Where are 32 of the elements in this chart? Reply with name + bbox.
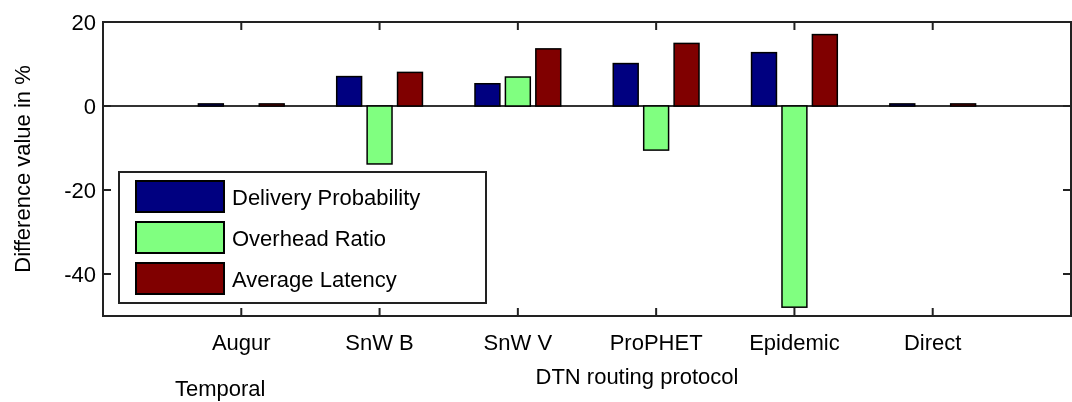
y-axis-title: Difference value in % [10, 65, 35, 273]
bar [673, 42, 700, 107]
bar [197, 103, 225, 107]
x-tick-label: Augur [211, 330, 271, 355]
bar [535, 48, 562, 107]
y-tick-label: 0 [83, 93, 96, 119]
bar [642, 105, 670, 151]
x-axis-title: DTN routing protocol [535, 364, 739, 389]
bar [889, 103, 916, 107]
legend-label: Average Latency [232, 266, 397, 292]
legend-label: Overhead Ratio [232, 225, 387, 251]
bar [335, 75, 363, 107]
bar [474, 82, 501, 107]
bar [366, 105, 393, 165]
bar [504, 76, 532, 107]
bar [781, 105, 808, 308]
bar [949, 103, 977, 107]
legend-label: Delivery Probability [232, 184, 421, 210]
x-tick-label: SnW B [345, 330, 414, 355]
y-tick-label: -20 [64, 177, 96, 203]
bar [258, 103, 285, 107]
x-tick-label: SnW V [483, 330, 553, 355]
x-tick-label: ProPHET [609, 330, 703, 355]
bar [750, 51, 778, 107]
x-tick-label: Direct [903, 330, 962, 355]
bar [811, 33, 839, 107]
y-tick-label: 20 [71, 9, 96, 35]
bar [612, 62, 639, 107]
text: Temporal [175, 376, 266, 401]
bar [396, 71, 424, 107]
y-tick-label: -40 [64, 261, 96, 287]
x-tick-label: Epidemic [749, 330, 840, 355]
